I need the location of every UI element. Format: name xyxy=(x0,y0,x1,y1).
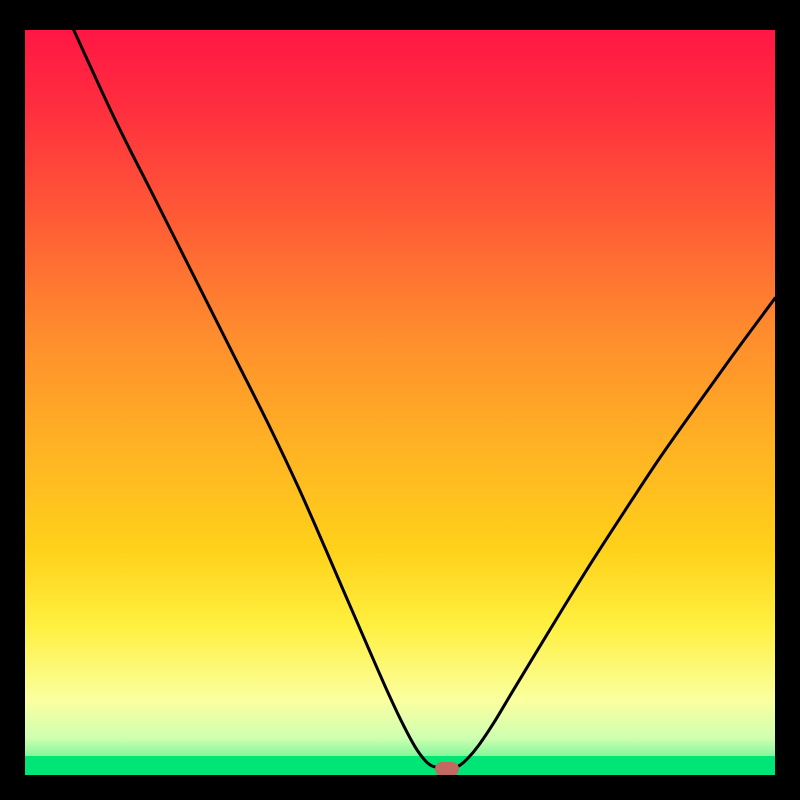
curve-path xyxy=(74,30,775,768)
minimum-marker xyxy=(435,762,459,776)
bottleneck-curve xyxy=(25,30,775,775)
frame-left xyxy=(0,0,25,800)
plot-area xyxy=(25,30,775,775)
frame-bottom xyxy=(0,775,800,800)
frame-right xyxy=(775,0,800,800)
frame-top xyxy=(0,0,800,30)
